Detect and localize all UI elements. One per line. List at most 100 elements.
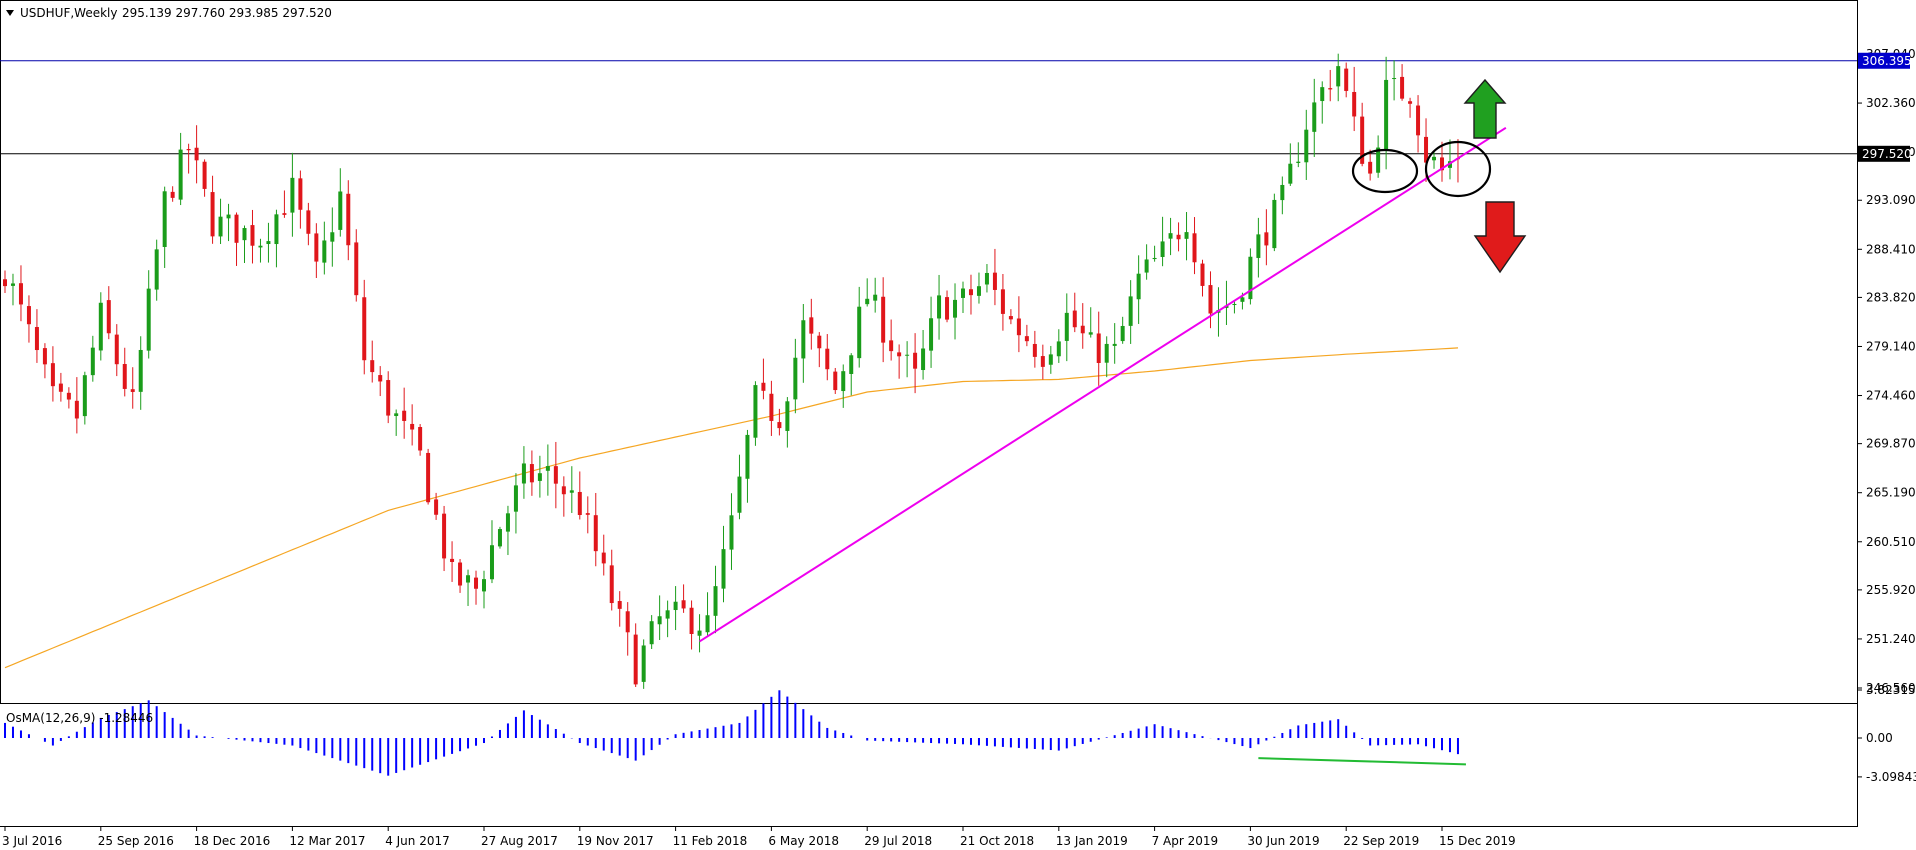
candle-body (178, 149, 183, 200)
candle-body (290, 177, 295, 213)
candle-body (1072, 310, 1077, 328)
date-tick-label: 27 Aug 2017 (481, 834, 558, 848)
candle-body (1408, 101, 1413, 104)
candle-body (466, 575, 471, 583)
candle-body (881, 296, 886, 343)
candle-body (809, 317, 814, 334)
candle-body (521, 463, 526, 484)
candle-body (945, 297, 950, 320)
candle-body (162, 191, 167, 247)
candle-body (1304, 129, 1309, 163)
date-tick-label: 15 Dec 2019 (1439, 834, 1516, 848)
candle-body (338, 191, 343, 230)
annotations (1351, 78, 1527, 274)
candle-body (1336, 66, 1341, 87)
candle-body (777, 422, 782, 429)
candle-body (1000, 289, 1005, 314)
candle-body (505, 513, 510, 532)
candle-body (1080, 325, 1085, 334)
price-tick-label: 260.510 (1866, 535, 1916, 549)
candle-body (138, 349, 143, 392)
candle-body (458, 562, 463, 586)
moving-average-path (4, 347, 1459, 669)
candle-body (122, 364, 127, 389)
candle-body (1008, 316, 1013, 320)
candle-body (984, 272, 989, 285)
candle-body (1208, 285, 1213, 314)
candle-body (10, 283, 15, 286)
candle-body (1416, 105, 1421, 136)
candle-body (737, 476, 742, 513)
date-tick-label: 13 Jan 2019 (1056, 834, 1128, 848)
candle-body (681, 600, 686, 609)
candle-body (1368, 161, 1373, 174)
candle-body (1088, 332, 1093, 335)
candle-body (577, 491, 582, 516)
candle-body (90, 347, 95, 376)
ellipse-right-dec-2019 (1424, 140, 1492, 198)
candle-body (1192, 233, 1197, 263)
candle-body (378, 375, 383, 382)
candle-body (1432, 156, 1437, 161)
price-tick-label: 269.870 (1866, 437, 1916, 451)
candle-body (218, 216, 223, 237)
candle-body (553, 466, 558, 484)
osma-tick-label: -3.09843 (1866, 770, 1916, 784)
candle-body (1136, 273, 1141, 300)
candle-body (1376, 147, 1381, 173)
candle-body (234, 214, 239, 243)
candle-body (1056, 341, 1061, 357)
candle-body (841, 371, 846, 392)
candle-body (489, 545, 494, 580)
candle-body (1288, 163, 1293, 184)
candle-body (1280, 184, 1285, 201)
candle-body (1144, 259, 1149, 273)
candle-body (633, 634, 638, 685)
candle-body (976, 286, 981, 296)
candle-body (1128, 296, 1133, 326)
candle-body (450, 558, 455, 562)
candle-body (74, 400, 79, 419)
date-axis-ticks: 3 Jul 2016 25 Sep 2016 18 Dec 2016 12 Mar 2… (2, 826, 1516, 848)
candle-body (657, 616, 662, 625)
price-axis-ticks: 307.040302.360297.680293.090288.410283.8… (1857, 47, 1916, 695)
candle-body (769, 393, 774, 421)
date-tick-label: 19 Nov 2017 (577, 834, 654, 848)
candle-body (689, 607, 694, 634)
candle-body (649, 621, 654, 645)
candle-body (1320, 87, 1325, 102)
date-tick-label: 7 Apr 2019 (1152, 834, 1219, 848)
candle-body (665, 610, 670, 619)
candle-body (1272, 199, 1277, 249)
ellipse-left-sep-2019 (1351, 148, 1419, 194)
divergence-line (1258, 757, 1466, 766)
candle-body (1296, 161, 1301, 163)
price-tick-label: 288.410 (1866, 242, 1916, 256)
horizontal-lines (0, 60, 1857, 155)
price-tick-label: 283.820 (1866, 290, 1916, 304)
price-tick-label: 265.190 (1866, 486, 1916, 500)
candle-body (753, 385, 758, 438)
candle-body (370, 360, 375, 373)
candle-body (825, 348, 830, 370)
price-tick-label: 279.140 (1866, 339, 1916, 353)
candle-body (497, 529, 502, 547)
candle-body (98, 302, 103, 351)
candle-body (1344, 68, 1349, 91)
candle-body (921, 348, 926, 371)
candle-body (202, 161, 207, 189)
candle-body (673, 601, 678, 611)
moving-average-line (4, 347, 1459, 669)
candle-body (34, 327, 39, 351)
trendline-path (699, 126, 1507, 643)
price-tick-label: 302.360 (1866, 96, 1916, 110)
candle-body (1032, 343, 1037, 357)
price-badges: 306.395 297.520 (1858, 52, 1912, 162)
candle-body (354, 242, 359, 296)
candle-body (1248, 256, 1253, 300)
collapse-triangle-icon[interactable] (6, 10, 14, 16)
osma-axis-ticks: 3.82315 0.00 -3.09843 (1857, 683, 1916, 784)
candle-body (992, 272, 997, 290)
candle-body (50, 363, 55, 387)
